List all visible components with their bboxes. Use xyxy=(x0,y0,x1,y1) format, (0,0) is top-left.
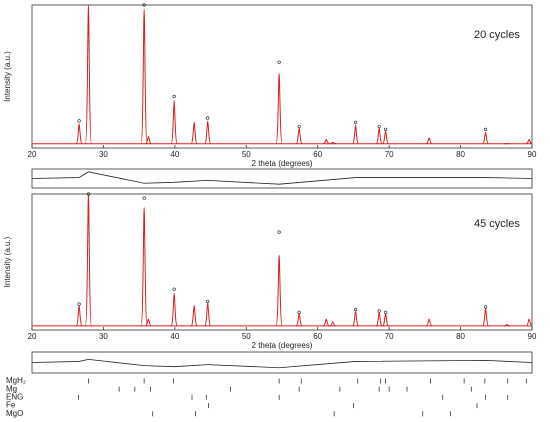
phase-label: ENG xyxy=(6,393,23,402)
calculated-peak xyxy=(482,307,490,327)
y-axis-label: Intensity (a.u.) xyxy=(3,51,12,102)
observed-point xyxy=(353,308,358,312)
calculated-peak xyxy=(329,141,336,145)
phase-label: Fe xyxy=(6,401,16,410)
difference-curve xyxy=(31,358,533,369)
phase-label: MgH₂ xyxy=(6,376,26,385)
observed-point xyxy=(77,119,81,123)
calculated-peak xyxy=(204,302,212,327)
observed-point xyxy=(377,124,381,129)
calculated-peak xyxy=(190,305,198,327)
difference-frame xyxy=(31,168,533,189)
observed-point xyxy=(383,310,388,314)
calculated-peak xyxy=(190,121,198,145)
calculated-peak xyxy=(145,318,152,327)
plot-frame xyxy=(31,193,533,331)
observed-point xyxy=(353,120,358,124)
calculated-peak xyxy=(323,138,330,145)
observed-point xyxy=(483,305,488,309)
observed-point xyxy=(86,192,91,196)
observed-point xyxy=(142,3,146,7)
observed-point xyxy=(297,124,301,129)
x-tick-label: 50 xyxy=(242,332,251,341)
x-tick-label: 20 xyxy=(28,332,37,341)
x-tick-label: 60 xyxy=(313,332,322,341)
observed-point xyxy=(377,309,381,313)
plot-frame xyxy=(31,4,533,149)
difference-curve xyxy=(31,171,533,185)
calculated-peak xyxy=(75,305,83,327)
calculated-peak xyxy=(75,123,83,145)
calculated-peak xyxy=(275,73,283,145)
calculated-peak xyxy=(329,321,336,327)
calculated-peak xyxy=(170,292,178,327)
calculated-peak xyxy=(84,4,92,145)
observed-point xyxy=(172,94,176,99)
calculated-peak xyxy=(503,324,511,327)
observed-point xyxy=(142,196,146,200)
x-axis-label: 2 theta (degrees) xyxy=(252,341,313,350)
calculated-peak xyxy=(352,310,360,327)
y-axis-label: Intensity (a.u.) xyxy=(3,236,12,287)
observed-point xyxy=(297,310,301,314)
calculated-peak xyxy=(352,124,360,145)
calculated-peak xyxy=(170,100,178,145)
x-tick-label: 90 xyxy=(528,332,537,341)
x-axis-label: 2 theta (degrees) xyxy=(252,159,313,168)
x-tick-label: 30 xyxy=(99,332,108,341)
x-tick-label: 20 xyxy=(28,150,37,159)
phase-label: MgO xyxy=(6,409,23,418)
observed-point xyxy=(383,127,388,132)
observed-point xyxy=(77,302,81,306)
calculated-peak xyxy=(275,254,283,327)
calculated-peak xyxy=(140,8,148,145)
annotation: 45 cycles xyxy=(474,218,520,230)
x-tick-label: 40 xyxy=(170,150,179,159)
calculated-peak xyxy=(382,313,390,327)
calculated-peak xyxy=(382,130,390,145)
observed-point xyxy=(483,127,488,132)
observed-point xyxy=(206,116,210,120)
calculated-peak xyxy=(140,207,148,327)
calculated-peak xyxy=(204,120,212,145)
observed-point xyxy=(277,60,281,64)
calculated-peak xyxy=(323,318,330,327)
x-tick-label: 80 xyxy=(456,332,465,341)
x-tick-label: 60 xyxy=(313,150,322,159)
x-tick-label: 40 xyxy=(170,332,179,341)
calculated-peak xyxy=(375,127,383,145)
x-tick-label: 90 xyxy=(528,150,537,159)
x-tick-label: 70 xyxy=(385,150,394,159)
x-tick-label: 30 xyxy=(99,150,108,159)
phase-label: Mg xyxy=(6,384,17,393)
calculated-peak xyxy=(525,318,533,327)
observed-point xyxy=(206,299,210,304)
calculated-peak xyxy=(425,137,433,145)
calculated-peak xyxy=(84,193,92,327)
calculated-peak xyxy=(295,127,303,145)
x-tick-label: 80 xyxy=(456,150,465,159)
calculated-peak xyxy=(295,313,303,327)
calculated-peak xyxy=(425,318,433,327)
calculated-peak xyxy=(526,138,533,145)
calculated-peak xyxy=(145,136,152,145)
x-tick-label: 50 xyxy=(242,150,251,159)
difference-frame xyxy=(31,351,533,374)
observed-point xyxy=(172,287,176,291)
calculated-peak xyxy=(482,131,489,145)
annotation: 20 cycles xyxy=(474,29,520,41)
calculated-peak xyxy=(375,311,383,327)
x-tick-label: 70 xyxy=(385,332,394,341)
observed-point xyxy=(277,230,281,234)
